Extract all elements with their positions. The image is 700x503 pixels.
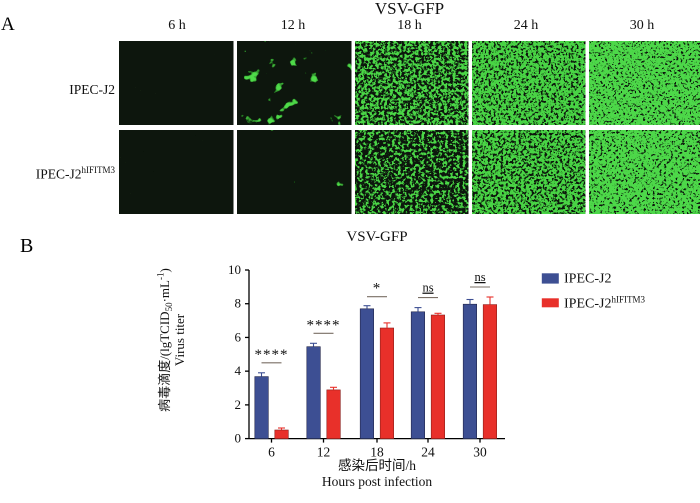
- svg-text:ns: ns: [474, 270, 485, 284]
- svg-text:感染后时间/h: 感染后时间/h: [338, 457, 416, 473]
- svg-text:ns: ns: [422, 281, 433, 295]
- svg-text:VSV-GFP: VSV-GFP: [346, 230, 407, 245]
- svg-text:12: 12: [317, 445, 331, 460]
- svg-text:0: 0: [235, 431, 242, 446]
- svg-text:IPEC-J2: IPEC-J2: [564, 272, 611, 287]
- svg-text:****: ****: [307, 317, 341, 333]
- svg-text:IPEC-J2hIFITM3: IPEC-J2hIFITM3: [564, 295, 645, 312]
- svg-text:4: 4: [235, 363, 242, 378]
- svg-text:10: 10: [228, 262, 241, 277]
- svg-text:8: 8: [235, 296, 242, 311]
- svg-text:6: 6: [235, 329, 242, 344]
- svg-text:6: 6: [268, 445, 275, 460]
- svg-text:24: 24: [421, 445, 435, 460]
- svg-text:30: 30: [473, 445, 487, 460]
- svg-text:Hours post infection: Hours post infection: [322, 474, 432, 489]
- svg-text:*: *: [373, 281, 382, 297]
- svg-text:2: 2: [235, 397, 242, 412]
- svg-text:****: ****: [255, 347, 289, 363]
